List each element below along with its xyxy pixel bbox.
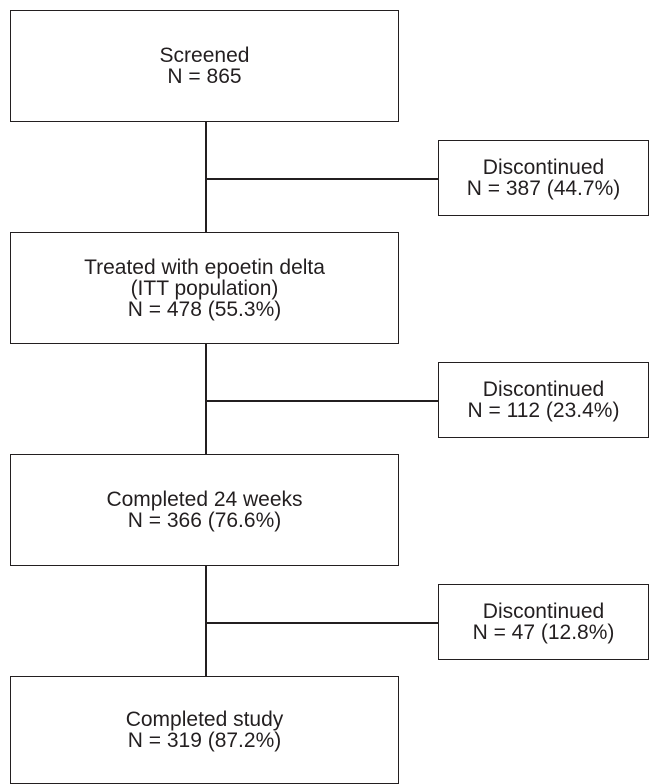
discontinued-box-1: Discontinued N = 387 (44.7%) (438, 140, 649, 216)
discontinued-3-label: Discontinued (482, 600, 605, 623)
screened-count: N = 865 (167, 65, 242, 88)
treated-label: Treated with epoetin delta (84, 255, 325, 279)
connector-vertical-3 (205, 566, 207, 676)
discontinued-box-2: Discontinued N = 112 (23.4%) (438, 362, 649, 438)
completed-24-weeks-label: Completed 24 weeks (106, 488, 303, 511)
discontinued-1-label: Discontinued (482, 156, 605, 179)
completed-study-box: Completed study N = 319 (87.2%) (10, 676, 399, 784)
completed-study-label: Completed study (125, 708, 284, 731)
treated-box: Treated with epoetin delta (ITT populati… (10, 232, 399, 344)
completed-24-weeks-box: Completed 24 weeks N = 366 (76.6%) (10, 454, 399, 566)
connector-horizontal-3 (205, 622, 438, 624)
discontinued-2-count: N = 112 (23.4%) (467, 399, 620, 422)
treated-population: (ITT population) (130, 276, 279, 300)
screened-box: Screened N = 865 (10, 10, 399, 122)
connector-vertical-1 (205, 122, 207, 232)
discontinued-2-label: Discontinued (482, 378, 605, 401)
connector-horizontal-1 (205, 178, 438, 180)
treated-count: N = 478 (55.3%) (127, 297, 282, 321)
connector-vertical-2 (205, 344, 207, 454)
connector-horizontal-2 (205, 400, 438, 402)
completed-24-weeks-count: N = 366 (76.6%) (127, 509, 282, 532)
screened-label: Screened (159, 44, 250, 67)
discontinued-3-count: N = 47 (12.8%) (472, 621, 615, 644)
completed-study-count: N = 319 (87.2%) (127, 729, 282, 752)
discontinued-box-3: Discontinued N = 47 (12.8%) (438, 584, 649, 660)
discontinued-1-count: N = 387 (44.7%) (466, 177, 621, 200)
